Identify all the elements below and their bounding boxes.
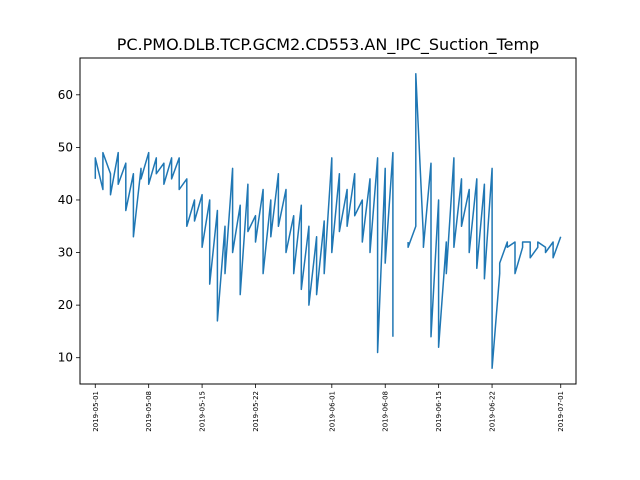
axes: 10 20 30 40 50 60 2019-05-01 2019-05-08 2019-05-… [58,88,566,432]
plot-frame [79,57,577,385]
y-tick-label: 30 [58,246,73,260]
x-tick-label: 2019-05-22 [252,391,260,432]
y-tick-label: 60 [58,88,73,102]
chart-title: PC.PMO.DLB.TCP.GCM2.CD553.AN_IPC_Suction… [117,35,540,55]
y-tick-label: 40 [58,193,73,207]
x-tick-label: 2019-06-22 [489,391,497,432]
y-tick-label: 10 [58,351,73,365]
y-tick-label: 50 [58,140,73,154]
x-tick-label: 2019-06-15 [435,391,443,432]
series-line-0 [94,73,562,369]
x-tick-label: 2019-07-01 [557,391,565,432]
x-tick-label: 2019-05-08 [145,391,153,432]
y-tick-label: 20 [58,298,73,312]
series-layer [94,73,562,369]
x-tick-label: 2019-05-01 [92,391,100,432]
x-tick-label: 2019-05-15 [199,391,207,432]
x-tick-label: 2019-06-08 [382,391,390,432]
x-tick-label: 2019-06-01 [328,391,336,432]
